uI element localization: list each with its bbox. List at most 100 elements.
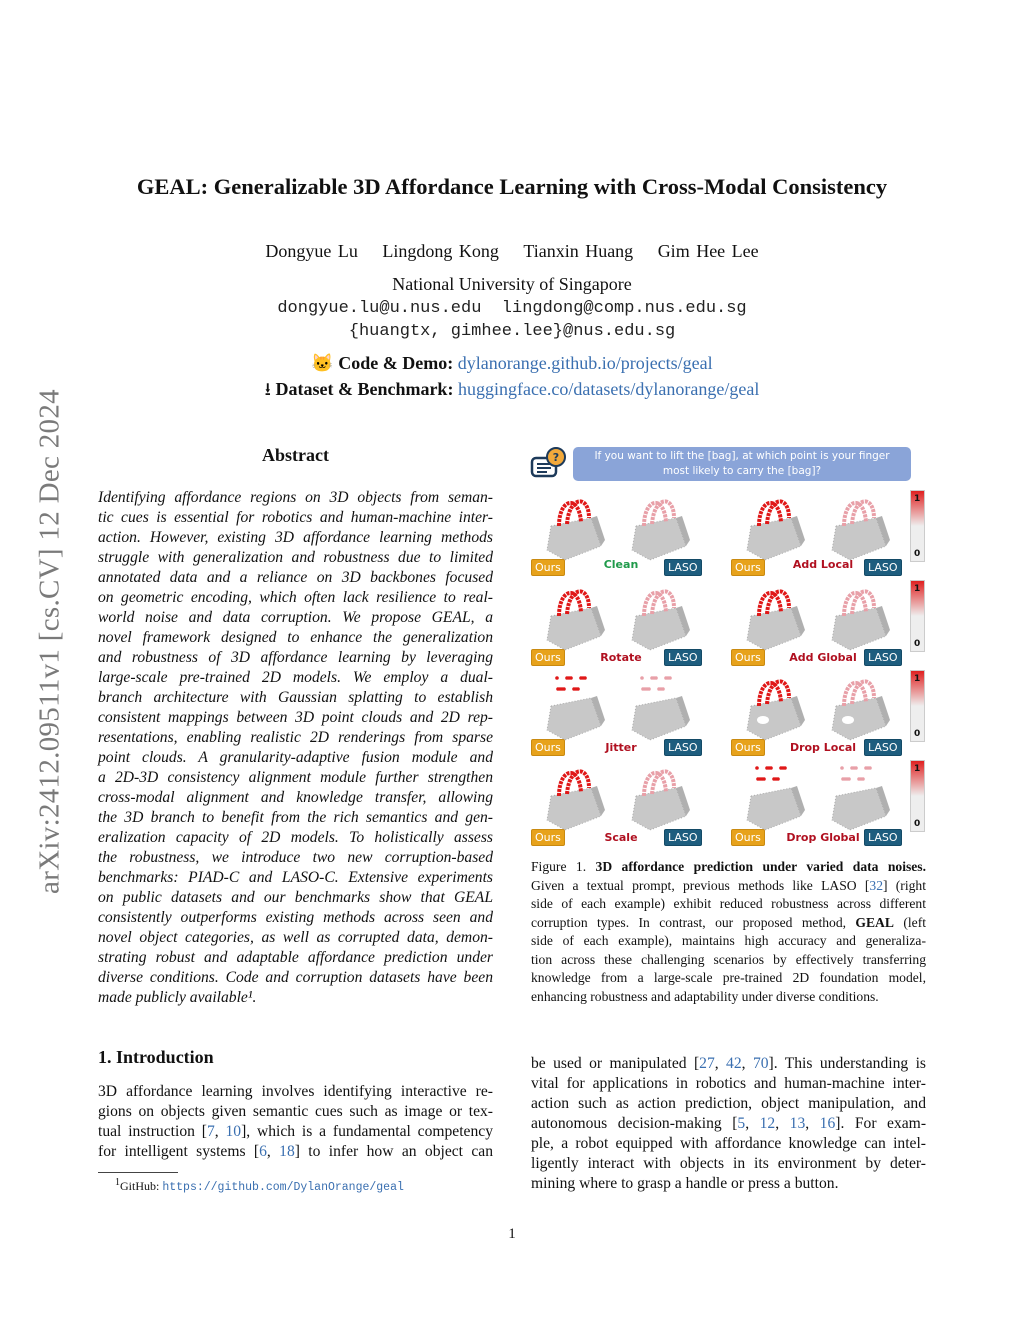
text-line: consistent mappings between 3D point clo… — [98, 709, 493, 726]
point-cloud-bag — [831, 679, 890, 741]
section-heading: 1. Introduction — [98, 1047, 214, 1067]
corruption-label: Clean — [603, 558, 639, 571]
text-line: action. However, existing 3D affordance … — [98, 529, 493, 546]
page-number: 1 — [508, 1226, 516, 1242]
abstract-heading: Abstract — [262, 445, 329, 465]
footnote-mark: 1 — [115, 1177, 120, 1188]
ours-badge: Ours — [531, 739, 565, 756]
dataset-link[interactable]: huggingface.co/datasets/dylanorange/geal — [457, 379, 760, 399]
code-label: Code & Demo: — [338, 353, 454, 373]
laso-badge: LASO — [864, 739, 902, 756]
dataset-label: Dataset & Benchmark: — [275, 379, 454, 399]
point-cloud-bag — [746, 499, 805, 561]
text-line: novel framework designed to enhance the … — [98, 629, 493, 646]
point-cloud-bag — [831, 499, 890, 561]
text-line: mining where to grasp a handle or press … — [531, 1175, 839, 1192]
laso-badge: LASO — [664, 559, 702, 576]
laso-badge: LASO — [864, 829, 902, 846]
ours-badge: Ours — [531, 829, 565, 846]
text-line: eralization capacity of 2D models. To ho… — [98, 829, 493, 846]
ours-badge: Ours — [731, 559, 765, 576]
ours-badge: Ours — [531, 649, 565, 666]
chat-question-icon: ? — [530, 447, 566, 478]
colorbar-max: 1 — [914, 764, 921, 774]
author-list: Dongyue Lu Lingdong Kong Tianxin Huang G… — [0, 241, 1024, 262]
text-line: vital for applications in robotics and h… — [531, 1075, 926, 1092]
abstract-body: Identifying affordance regions on 3D obj… — [98, 488, 493, 1008]
point-cloud-bag — [546, 499, 605, 561]
paper-title: GEAL: Generalizable 3D Affordance Learni… — [136, 174, 888, 199]
github-icon: 🐱 — [311, 353, 334, 373]
text-line: struggle with generalization and robustn… — [98, 549, 493, 566]
text-line: action such as action prediction, object… — [531, 1095, 926, 1112]
dataset-line: ⭳ Dataset & Benchmark: huggingface.co/da… — [0, 377, 1024, 407]
text-line: for intelligent systems [6, 18] to infer… — [98, 1143, 494, 1160]
laso-badge: LASO — [664, 649, 702, 666]
text-line: Figure 1. 3D affordance prediction under… — [531, 859, 926, 874]
text-line: annotated data and a reliance on 3D back… — [98, 569, 493, 586]
text-line: enhancing robustness and adaptability un… — [531, 988, 879, 1004]
point-cloud-bag — [546, 676, 605, 741]
code-link[interactable]: dylanorange.github.io/projects/geal — [457, 353, 713, 373]
author: Gim Hee Lee — [657, 241, 759, 261]
ours-badge: Ours — [731, 829, 765, 846]
text-line: side of each example) exhibit reduced ro… — [531, 896, 926, 911]
text-line: a 2D-3D consistency alignment module fur… — [98, 769, 493, 786]
svg-text:?: ? — [553, 451, 559, 464]
code-demo-line: 🐱 Code & Demo: dylanorange.github.io/pro… — [0, 353, 1024, 374]
colorbar-max: 1 — [914, 584, 921, 594]
text-line: the 3D branch to benefit from the rich s… — [98, 809, 493, 826]
point-cloud-bag — [631, 676, 690, 741]
intro-right-column: be used or manipulated [27, 42, 70]. Thi… — [531, 1054, 926, 1194]
laso-badge: LASO — [664, 829, 702, 846]
text-line: on geometric encoding, which often lack … — [98, 589, 493, 606]
text-line: branch architecture with Gaussian splatt… — [98, 689, 493, 706]
footnote-label: GitHub: — [120, 1179, 160, 1193]
text-line: strating robust and adaptable affordance… — [98, 949, 493, 966]
intro-left-column: 3D affordance learning involves identify… — [98, 1082, 493, 1162]
corruption-label: Scale — [604, 831, 638, 844]
colorbar-min: 0 — [914, 819, 921, 829]
text-line: tion across these challenging scenarios … — [531, 951, 926, 967]
colorbar-max: 1 — [914, 674, 921, 684]
text-line: autonomous decision-making [5, 12, 13, 1… — [531, 1115, 927, 1132]
point-cloud-bag — [631, 589, 690, 651]
point-cloud-bag — [746, 589, 805, 651]
ours-badge: Ours — [731, 649, 765, 666]
text-line: side of each example), maintains high ac… — [531, 933, 926, 948]
ours-badge: Ours — [531, 559, 565, 576]
text-line: diverse conditions. Code and corruption … — [98, 969, 493, 986]
text-line: resentations, enabling realistic 2D rend… — [98, 729, 493, 746]
arxiv-identifier[interactable]: arXiv:2412.09511v1 [cs.CV] 12 Dec 2024 — [33, 389, 66, 894]
text-line: Identifying affordance regions on 3D obj… — [98, 489, 493, 506]
point-cloud-bag — [546, 589, 605, 651]
text-line: consistently outperforms existing method… — [98, 909, 493, 926]
corruption-label: Jitter — [605, 741, 637, 754]
corruption-label: Add Local — [792, 558, 854, 571]
text-line: point clouds. A granularity-adaptive fus… — [98, 749, 493, 766]
point-cloud-bag — [746, 679, 805, 741]
author: Dongyue Lu — [265, 241, 358, 261]
author-emails: {huangtx, gimhee.lee}@nus.edu.sg — [348, 322, 676, 341]
author: Tianxin Huang — [523, 241, 634, 261]
text-line: on public datasets and our benchmarks sh… — [98, 889, 493, 906]
text-line: cross-modal alignment and knowledge tran… — [98, 789, 493, 806]
download-icon: ⭳ — [264, 379, 271, 399]
corruption-label: Add Global — [789, 651, 857, 664]
colorbar-max: 1 — [914, 494, 921, 504]
text-line: Given a textual prompt, previous methods… — [531, 877, 926, 893]
footnote-link[interactable]: https://github.com/DylanOrange/geal — [162, 1181, 404, 1194]
text-line: and robustness of 3D affordance learning… — [98, 649, 493, 666]
prompt-line: If you want to lift the [bag], at which … — [594, 450, 890, 462]
text-line: tic cues is essential for robotics and h… — [98, 509, 493, 526]
text-line: the robustness, we introduce two new cor… — [98, 849, 493, 866]
point-cloud-bag — [831, 589, 890, 651]
point-cloud-bag — [746, 766, 805, 831]
point-cloud-bag — [546, 769, 605, 831]
colorbar-min: 0 — [914, 549, 921, 559]
text-line: benchmarks: PIAD-C and LASO-C. Extensive… — [98, 869, 493, 886]
